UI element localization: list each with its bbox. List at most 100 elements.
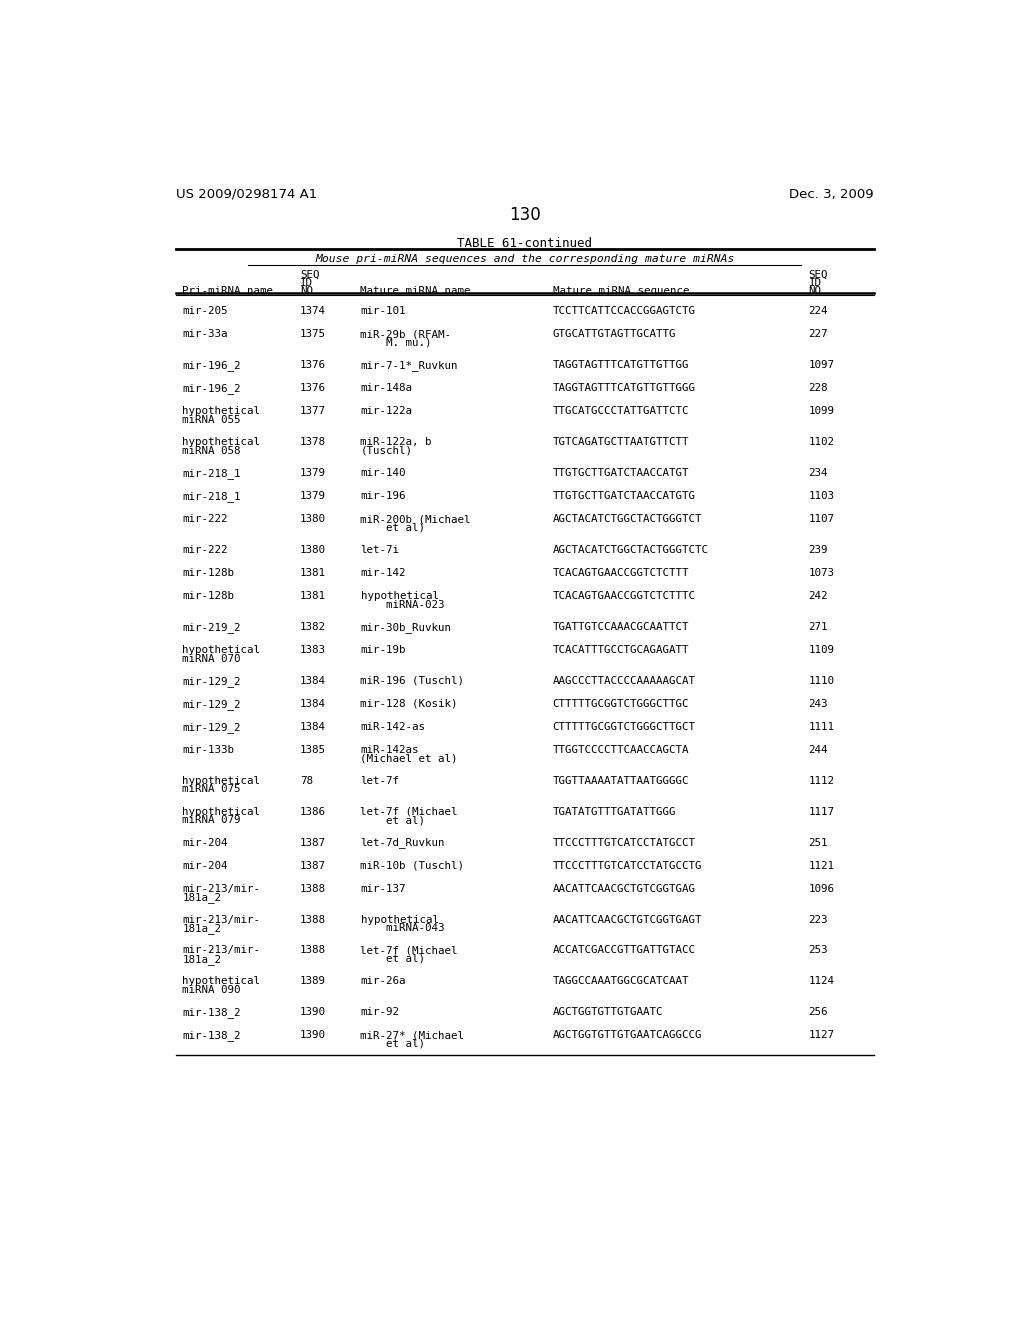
Text: TCACAGTGAACCGGTCTCTTTC: TCACAGTGAACCGGTCTCTTTC — [553, 591, 695, 601]
Text: mir-137: mir-137 — [360, 884, 406, 894]
Text: let-7i: let-7i — [360, 545, 399, 554]
Text: miRNA-023: miRNA-023 — [360, 599, 445, 610]
Text: mir-122a: mir-122a — [360, 407, 413, 416]
Text: GTGCATTGTAGTTGCATTG: GTGCATTGTAGTTGCATTG — [553, 330, 676, 339]
Text: 223: 223 — [809, 915, 828, 924]
Text: 1109: 1109 — [809, 645, 835, 655]
Text: 1376: 1376 — [300, 360, 326, 370]
Text: miRNA 070: miRNA 070 — [182, 653, 241, 664]
Text: (Tuschl): (Tuschl) — [360, 446, 413, 455]
Text: AGCTACATCTGGCTACTGGGTCTC: AGCTACATCTGGCTACTGGGTCTC — [553, 545, 709, 554]
Text: 1110: 1110 — [809, 676, 835, 686]
Text: Mouse pri-miRNA sequences and the corresponding mature miRNAs: Mouse pri-miRNA sequences and the corres… — [315, 253, 734, 264]
Text: mir-129_2: mir-129_2 — [182, 722, 241, 733]
Text: AAGCCCTTACCCCAAAAAGCAT: AAGCCCTTACCCCAAAAAGCAT — [553, 676, 695, 686]
Text: miR-122a, b: miR-122a, b — [360, 437, 432, 447]
Text: 1381: 1381 — [300, 568, 326, 578]
Text: AGCTACATCTGGCTACTGGGTCT: AGCTACATCTGGCTACTGGGTCT — [553, 515, 702, 524]
Text: Mature miRNA sequence: Mature miRNA sequence — [553, 286, 689, 296]
Text: mir-133b: mir-133b — [182, 744, 234, 755]
Text: miR-10b (Tuschl): miR-10b (Tuschl) — [360, 861, 465, 871]
Text: mir-196_2: mir-196_2 — [182, 383, 241, 395]
Text: 1388: 1388 — [300, 915, 326, 924]
Text: 1390: 1390 — [300, 1030, 326, 1040]
Text: miR-142as: miR-142as — [360, 744, 419, 755]
Text: NO: NO — [300, 286, 313, 296]
Text: 1382: 1382 — [300, 622, 326, 632]
Text: TGTCAGATGCTTAATGTTCTT: TGTCAGATGCTTAATGTTCTT — [553, 437, 689, 447]
Text: 1387: 1387 — [300, 861, 326, 871]
Text: mir-128b: mir-128b — [182, 591, 234, 601]
Text: 1384: 1384 — [300, 676, 326, 686]
Text: 181a_2: 181a_2 — [182, 923, 221, 935]
Text: 1378: 1378 — [300, 437, 326, 447]
Text: mir-30b_Ruvkun: mir-30b_Ruvkun — [360, 622, 452, 632]
Text: miR-27* (Michael: miR-27* (Michael — [360, 1030, 465, 1040]
Text: 234: 234 — [809, 469, 828, 478]
Text: 1097: 1097 — [809, 360, 835, 370]
Text: TTGTGCTTGATCTAACCATGTG: TTGTGCTTGATCTAACCATGTG — [553, 491, 695, 502]
Text: mir-140: mir-140 — [360, 469, 406, 478]
Text: et al): et al) — [360, 816, 426, 825]
Text: Dec. 3, 2009: Dec. 3, 2009 — [788, 187, 873, 201]
Text: TGGTTAAAATATTAATGGGGC: TGGTTAAAATATTAATGGGGC — [553, 776, 689, 785]
Text: (Michael et al): (Michael et al) — [360, 754, 458, 763]
Text: SEQ: SEQ — [809, 269, 828, 280]
Text: TGATTGTCCAAACGCAATTCT: TGATTGTCCAAACGCAATTCT — [553, 622, 689, 632]
Text: TTGCATGCCCTATTGATTCTC: TTGCATGCCCTATTGATTCTC — [553, 407, 689, 416]
Text: miRNA 058: miRNA 058 — [182, 446, 241, 455]
Text: let-7f (Michael: let-7f (Michael — [360, 945, 458, 956]
Text: mir-222: mir-222 — [182, 545, 227, 554]
Text: mir-92: mir-92 — [360, 1007, 399, 1016]
Text: hypothetical: hypothetical — [182, 645, 260, 655]
Text: mir-213/mir-: mir-213/mir- — [182, 945, 260, 956]
Text: hypothetical: hypothetical — [182, 807, 260, 817]
Text: 1103: 1103 — [809, 491, 835, 502]
Text: AACATTCAACGCTGTCGGTGAG: AACATTCAACGCTGTCGGTGAG — [553, 884, 695, 894]
Text: mir-19b: mir-19b — [360, 645, 406, 655]
Text: 1388: 1388 — [300, 884, 326, 894]
Text: hypothetical: hypothetical — [360, 915, 438, 924]
Text: AGCTGGTGTTGTGAATCAGGCCG: AGCTGGTGTTGTGAATCAGGCCG — [553, 1030, 702, 1040]
Text: miR-142-as: miR-142-as — [360, 722, 426, 733]
Text: mir-26a: mir-26a — [360, 977, 406, 986]
Text: 1124: 1124 — [809, 977, 835, 986]
Text: mir-213/mir-: mir-213/mir- — [182, 915, 260, 924]
Text: 181a_2: 181a_2 — [182, 954, 221, 965]
Text: CTTTTTGCGGTCTGGGCTTGCT: CTTTTTGCGGTCTGGGCTTGCT — [553, 722, 695, 733]
Text: 1387: 1387 — [300, 838, 326, 847]
Text: mir-138_2: mir-138_2 — [182, 1007, 241, 1018]
Text: Mature miRNA name: Mature miRNA name — [360, 286, 471, 296]
Text: 1117: 1117 — [809, 807, 835, 817]
Text: 1385: 1385 — [300, 744, 326, 755]
Text: mir-196_2: mir-196_2 — [182, 360, 241, 371]
Text: 271: 271 — [809, 622, 828, 632]
Text: miRNA 079: miRNA 079 — [182, 816, 241, 825]
Text: mir-213/mir-: mir-213/mir- — [182, 884, 260, 894]
Text: 1380: 1380 — [300, 515, 326, 524]
Text: 78: 78 — [300, 776, 313, 785]
Text: mir-128 (Kosik): mir-128 (Kosik) — [360, 700, 458, 709]
Text: hypothetical: hypothetical — [182, 977, 260, 986]
Text: 1374: 1374 — [300, 306, 326, 317]
Text: 130: 130 — [509, 206, 541, 224]
Text: SEQ: SEQ — [300, 269, 319, 280]
Text: et al): et al) — [360, 1039, 426, 1048]
Text: mir-205: mir-205 — [182, 306, 227, 317]
Text: let-7f: let-7f — [360, 776, 399, 785]
Text: 181a_2: 181a_2 — [182, 892, 221, 903]
Text: 1107: 1107 — [809, 515, 835, 524]
Text: 224: 224 — [809, 306, 828, 317]
Text: TTCCCTTTGTCATCCTATGCCT: TTCCCTTTGTCATCCTATGCCT — [553, 838, 695, 847]
Text: mir-148a: mir-148a — [360, 383, 413, 393]
Text: TTGTGCTTGATCTAACCATGT: TTGTGCTTGATCTAACCATGT — [553, 469, 689, 478]
Text: US 2009/0298174 A1: US 2009/0298174 A1 — [176, 187, 317, 201]
Text: miRNA 090: miRNA 090 — [182, 985, 241, 994]
Text: mir-129_2: mir-129_2 — [182, 700, 241, 710]
Text: miRNA-043: miRNA-043 — [360, 923, 445, 933]
Text: TCCTTCATTCCACCGGAGTCTG: TCCTTCATTCCACCGGAGTCTG — [553, 306, 695, 317]
Text: miRNA 055: miRNA 055 — [182, 414, 241, 425]
Text: mir-204: mir-204 — [182, 861, 227, 871]
Text: mir-128b: mir-128b — [182, 568, 234, 578]
Text: 1111: 1111 — [809, 722, 835, 733]
